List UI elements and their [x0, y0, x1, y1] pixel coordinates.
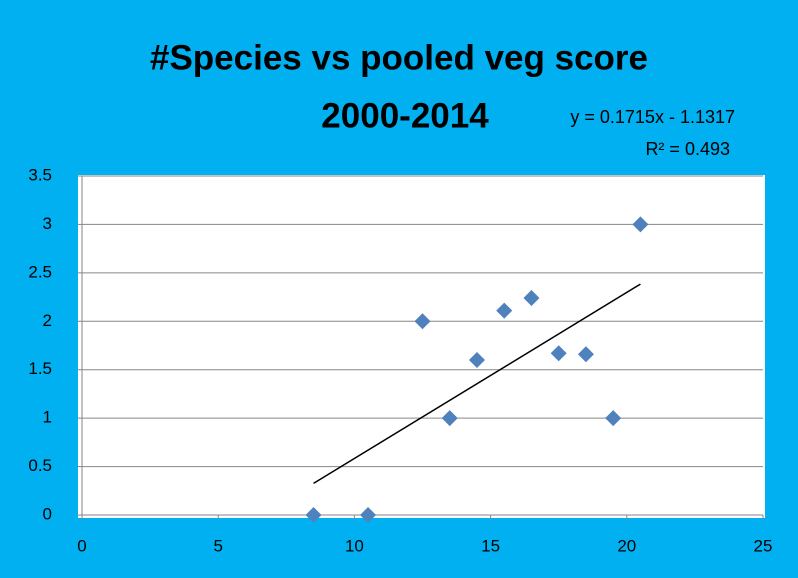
data-point [577, 346, 594, 363]
x-tick-label: 0 [77, 536, 86, 555]
x-tick-label: 15 [481, 536, 500, 555]
plot-area [78, 175, 765, 518]
y-tick-label: 1.5 [28, 359, 52, 378]
data-point [468, 352, 485, 369]
y-tick-label: 1 [43, 408, 52, 427]
data-point [414, 313, 431, 330]
data-point [360, 507, 377, 523]
y-tick-label: 0 [43, 504, 52, 523]
data-point [550, 345, 567, 362]
chart-title: 2000-2014 [321, 96, 489, 135]
trendline [313, 283, 641, 485]
x-tick-label: 10 [345, 536, 364, 555]
data-point [305, 507, 322, 523]
y-tick-label: 2 [43, 311, 52, 330]
data-point [523, 290, 540, 307]
data-point [632, 216, 649, 233]
x-tick-label: 20 [617, 536, 636, 555]
y-tick-label: 2.5 [28, 262, 52, 281]
trendline-r-squared: R² = 0.493 [645, 139, 730, 159]
chart-title: #Species vs pooled veg score [150, 38, 648, 77]
x-tick-label: 25 [754, 536, 773, 555]
y-tick-label: 0.5 [28, 456, 52, 475]
y-tick-label: 3 [43, 214, 52, 233]
trendline-equation: y = 0.1715x - 1.1317 [570, 107, 735, 127]
y-tick-label: 3.5 [28, 165, 52, 184]
x-tick-label: 5 [213, 536, 222, 555]
data-point [496, 302, 513, 319]
data-point [605, 410, 622, 427]
data-point [441, 410, 458, 427]
